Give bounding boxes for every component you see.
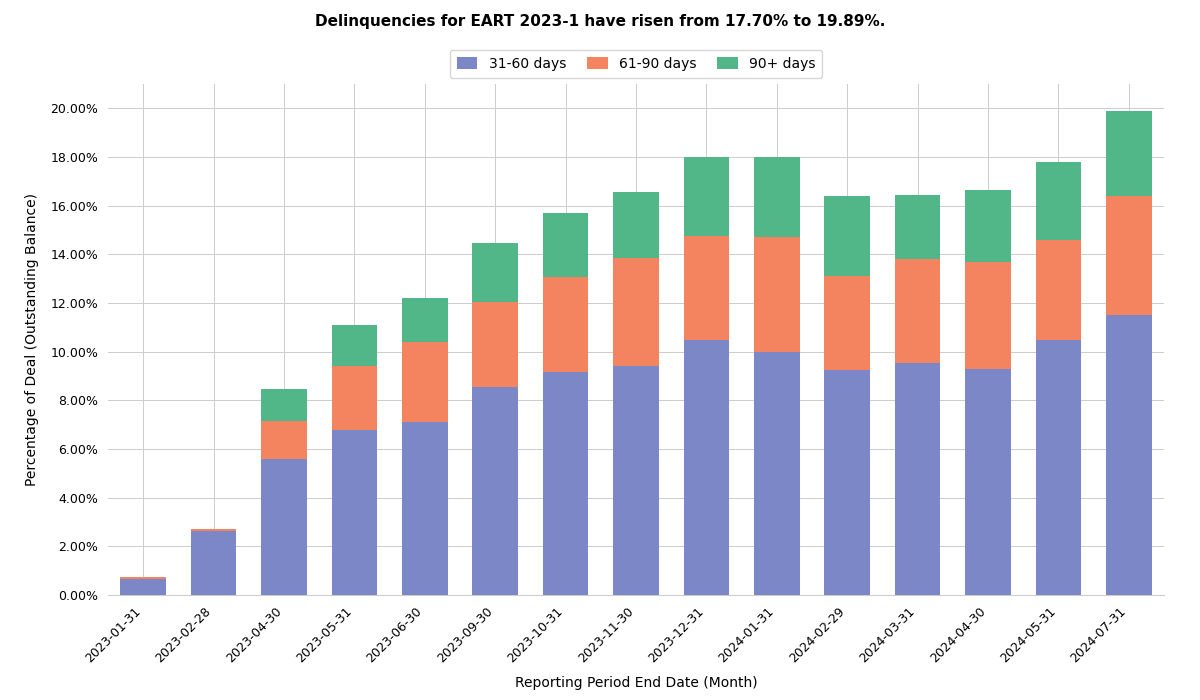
Bar <box>824 370 870 595</box>
Bar <box>965 190 1010 262</box>
Bar <box>1036 340 1081 595</box>
Bar <box>402 342 448 422</box>
Bar <box>1036 162 1081 239</box>
Bar <box>331 325 377 366</box>
Bar <box>613 258 659 366</box>
Bar <box>120 579 166 595</box>
Bar <box>1106 111 1152 196</box>
Legend: 31-60 days, 61-90 days, 90+ days: 31-60 days, 61-90 days, 90+ days <box>450 50 822 78</box>
Bar <box>1106 315 1152 595</box>
Y-axis label: Percentage of Deal (Outstanding Balance): Percentage of Deal (Outstanding Balance) <box>25 193 40 486</box>
X-axis label: Reporting Period End Date (Month): Reporting Period End Date (Month) <box>515 676 757 690</box>
Bar <box>965 262 1010 369</box>
Bar <box>473 387 518 595</box>
Bar <box>120 577 166 579</box>
Bar <box>754 351 799 595</box>
Bar <box>684 340 730 595</box>
Bar <box>754 237 799 351</box>
Bar <box>542 213 588 277</box>
Bar <box>895 259 941 363</box>
Bar <box>824 276 870 370</box>
Bar <box>331 366 377 430</box>
Bar <box>1036 239 1081 340</box>
Bar <box>613 366 659 595</box>
Bar <box>331 430 377 595</box>
Bar <box>684 236 730 340</box>
Bar <box>402 422 448 595</box>
Bar <box>262 421 307 458</box>
Bar <box>895 363 941 595</box>
Bar <box>824 196 870 276</box>
Bar <box>191 531 236 595</box>
Bar <box>542 277 588 372</box>
Bar <box>965 369 1010 595</box>
Bar <box>1106 196 1152 315</box>
Bar <box>262 389 307 421</box>
Bar <box>473 302 518 387</box>
Bar <box>191 529 236 531</box>
Text: Delinquencies for EART 2023-1 have risen from 17.70% to 19.89%.: Delinquencies for EART 2023-1 have risen… <box>314 14 886 29</box>
Bar <box>754 157 799 237</box>
Bar <box>895 195 941 259</box>
Bar <box>613 193 659 258</box>
Bar <box>473 244 518 302</box>
Bar <box>402 298 448 342</box>
Bar <box>262 458 307 595</box>
Bar <box>684 157 730 236</box>
Bar <box>542 372 588 595</box>
